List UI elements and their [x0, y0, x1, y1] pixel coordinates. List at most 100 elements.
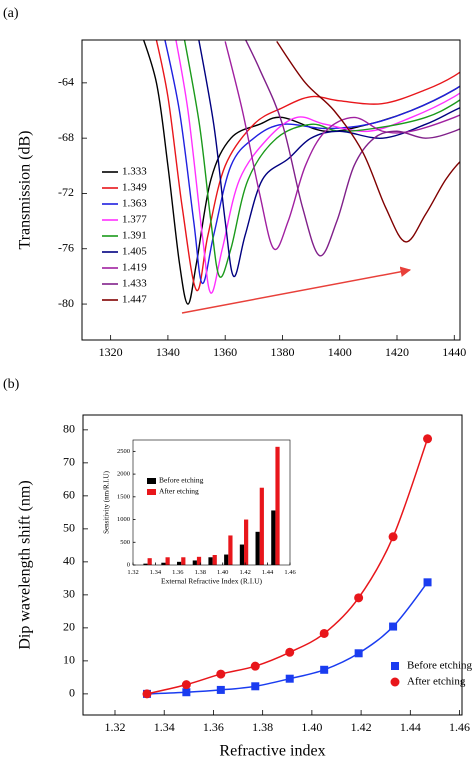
- y-tick-label: -80: [58, 296, 74, 310]
- x-tick-label: 1.44: [400, 720, 421, 734]
- bar: [147, 558, 152, 565]
- y-tick-label: 10: [63, 653, 75, 667]
- bar: [177, 561, 182, 565]
- data-point: [388, 532, 398, 542]
- bar: [143, 563, 148, 565]
- spectrum-line: [175, 40, 460, 294]
- data-point: [285, 674, 294, 683]
- plot-area: [142, 40, 460, 305]
- x-tick-label: 1.34: [154, 720, 175, 734]
- data-point: [423, 434, 433, 444]
- y-tick-label: -68: [58, 130, 74, 144]
- x-tick-label: 1420: [385, 345, 409, 359]
- x-tick-label: 1.40: [217, 569, 228, 576]
- x-tick-label: 1.32: [127, 569, 138, 576]
- data-point: [216, 669, 226, 679]
- x-tick-label: 1.44: [262, 569, 274, 576]
- legend-label: 1.391: [122, 230, 147, 242]
- y-tick-label: 2500: [117, 448, 130, 455]
- legend-swatch: [147, 489, 156, 495]
- legend-label: 1.377: [122, 214, 147, 226]
- data-point: [142, 689, 152, 699]
- data-point: [389, 622, 398, 631]
- data-point: [354, 593, 364, 603]
- y-tick-label: 2000: [117, 471, 130, 478]
- legend-label: 1.405: [122, 246, 147, 258]
- y-tick-label: -64: [58, 75, 74, 89]
- y-tick-label: -76: [58, 241, 74, 255]
- y-tick-label: 30: [63, 587, 75, 601]
- legend-label: 1.363: [122, 198, 147, 210]
- bar: [275, 446, 280, 565]
- data-point: [182, 688, 191, 697]
- x-axis-label: External Refractive Index (R.I.U): [161, 577, 262, 586]
- y-tick-label: 60: [63, 488, 75, 502]
- data-point: [181, 680, 191, 690]
- x-tick-label: 1.38: [252, 720, 273, 734]
- x-tick-label: 1.36: [172, 569, 184, 576]
- axes-frame: [82, 414, 463, 716]
- spectrum-line: [155, 40, 460, 291]
- bar: [255, 531, 260, 565]
- spectrum-line: [198, 40, 460, 278]
- legend-label: After etching: [407, 676, 466, 688]
- axes-frame: [132, 439, 291, 566]
- y-tick-label: 50: [63, 521, 75, 535]
- bar: [165, 557, 170, 565]
- legend-label: 1.419: [122, 262, 147, 274]
- x-tick-label: 1.36: [203, 720, 224, 734]
- bar: [239, 544, 245, 565]
- x-tick-label: 1.34: [150, 569, 162, 576]
- data-point: [285, 647, 295, 657]
- bar: [224, 554, 229, 565]
- bar: [244, 519, 249, 565]
- x-axis-label: Refractive index: [219, 743, 325, 760]
- legend-swatch: [147, 478, 156, 484]
- y-tick-label: 80: [63, 422, 75, 436]
- legend-label: 1.433: [122, 278, 147, 290]
- data-point: [251, 682, 260, 691]
- y-tick-label: 70: [63, 455, 75, 469]
- x-tick-label: 1440: [442, 345, 466, 359]
- x-tick-label: 1340: [156, 345, 180, 359]
- data-point: [216, 685, 225, 694]
- bar: [208, 557, 213, 565]
- panel-label: (b): [3, 377, 20, 392]
- data-point: [250, 661, 260, 671]
- x-tick-label: 1.40: [301, 720, 322, 734]
- bar: [192, 560, 197, 565]
- legend-marker: [391, 662, 399, 670]
- y-tick-label: 20: [63, 620, 75, 634]
- y-axis-label: Sensitivity (nm/R.I.U): [103, 470, 111, 533]
- data-point: [423, 578, 432, 587]
- shift-arrow: [181, 266, 412, 314]
- legend-label: 1.349: [122, 182, 147, 194]
- legend-marker: [390, 677, 400, 687]
- y-tick-label: 0: [69, 686, 75, 700]
- bar: [228, 535, 233, 565]
- x-tick-label: 1.38: [195, 569, 206, 576]
- axes-frame: [81, 39, 461, 341]
- data-point: [354, 649, 363, 658]
- x-tick-label: 1.46: [284, 569, 296, 576]
- x-tick-label: 1.46: [449, 720, 470, 734]
- bar: [161, 562, 166, 565]
- bar: [259, 487, 264, 565]
- y-tick-label: -72: [58, 185, 74, 199]
- x-tick-label: 1.32: [104, 720, 125, 734]
- spectrum-line: [183, 40, 460, 278]
- legend-label: 1.333: [122, 166, 147, 178]
- y-tick-label: 1000: [117, 516, 130, 523]
- spectrum-line: [276, 40, 460, 243]
- spectrum-line: [164, 40, 460, 285]
- panel-label: (a): [3, 6, 19, 21]
- bar: [196, 556, 202, 565]
- spectrum-line: [244, 40, 460, 257]
- legend-label: Before etching: [407, 660, 473, 672]
- legend-label: 1.447: [122, 294, 147, 306]
- x-tick-label: 1.42: [239, 569, 250, 576]
- x-tick-label: 1360: [213, 345, 237, 359]
- y-axis-label: Dip wavelength shift (nm): [17, 480, 34, 649]
